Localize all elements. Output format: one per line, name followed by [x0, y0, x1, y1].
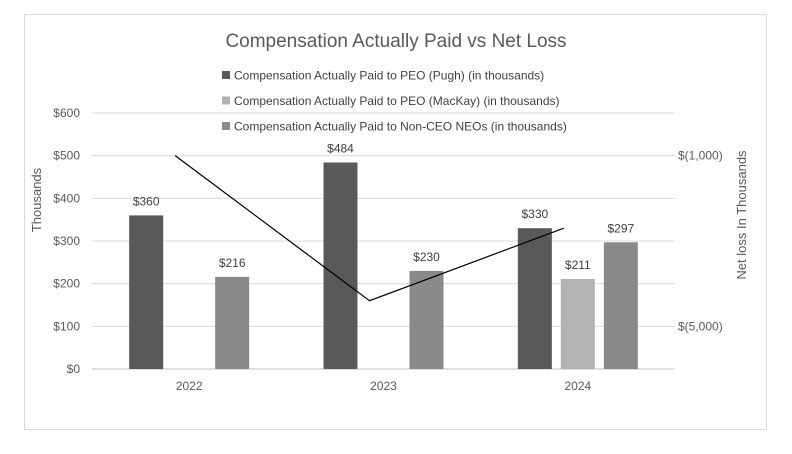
- bar-2023-series-1: [323, 162, 358, 369]
- x-tick-label: 2023: [370, 379, 397, 393]
- bar-2022-series-1: [129, 215, 164, 369]
- y-tick-label: $500: [53, 149, 80, 163]
- bar-2024-series-2: [560, 278, 595, 369]
- data-label-2024-series-1: $330: [521, 207, 548, 221]
- legend-label-1: Compensation Actually Paid to PEO (Pugh)…: [234, 69, 544, 83]
- data-label-2023-series-1: $484: [327, 141, 354, 155]
- y-axis-ticks: $0 $100 $200 $300 $400 $500 $600: [53, 106, 80, 376]
- chart-title: Compensation Actually Paid vs Net Loss: [225, 31, 566, 52]
- y-tick-label: $200: [53, 277, 80, 291]
- y2-tick-label: $(1,000): [678, 149, 723, 163]
- net-loss-line-group: [174, 155, 565, 302]
- y2-axis-ticks: $(1,000) $(5,000): [678, 149, 723, 334]
- legend: Compensation Actually Paid to PEO (Pugh)…: [222, 69, 567, 134]
- data-label-2024-series-2: $211: [565, 258, 591, 272]
- bars: [129, 162, 638, 369]
- bar-2022-series-3: [215, 276, 250, 369]
- legend-swatch-2: [222, 96, 230, 105]
- y-tick-label: $300: [53, 234, 80, 248]
- bar-2024-series-3: [603, 242, 638, 369]
- y-tick-label: $100: [53, 319, 80, 333]
- x-axis-ticks: 2022 2023 2024: [176, 379, 592, 393]
- legend-swatch-1: [222, 71, 230, 79]
- x-tick-label: 2022: [176, 379, 203, 393]
- bar-2024-series-1: [517, 228, 552, 369]
- y-tick-label: $0: [67, 362, 81, 376]
- data-labels: $360 $216 $484 $230 $330 $211 $297: [133, 141, 635, 271]
- data-label-2024-series-3: $297: [607, 221, 634, 235]
- x-tick-label: 2024: [564, 379, 591, 393]
- data-label-2023-series-3: $230: [413, 250, 440, 264]
- y2-tick-label: $(5,000): [678, 319, 723, 333]
- net-loss-line: [174, 155, 565, 302]
- legend-swatch-3: [222, 122, 230, 130]
- data-label-2022-series-3: $216: [219, 256, 246, 270]
- bar-2023-series-3: [409, 270, 444, 369]
- data-label-2022-series-1: $360: [133, 194, 160, 208]
- y-tick-label: $400: [53, 191, 80, 205]
- y-tick-label: $600: [53, 106, 80, 120]
- legend-label-2: Compensation Actually Paid to PEO (MacKa…: [234, 94, 560, 108]
- y2-axis-title: Net loss In Thousands: [734, 150, 749, 280]
- legend-label-3: Compensation Actually Paid to Non-CEO NE…: [234, 120, 567, 134]
- y-axis-title: Thousands: [29, 167, 44, 232]
